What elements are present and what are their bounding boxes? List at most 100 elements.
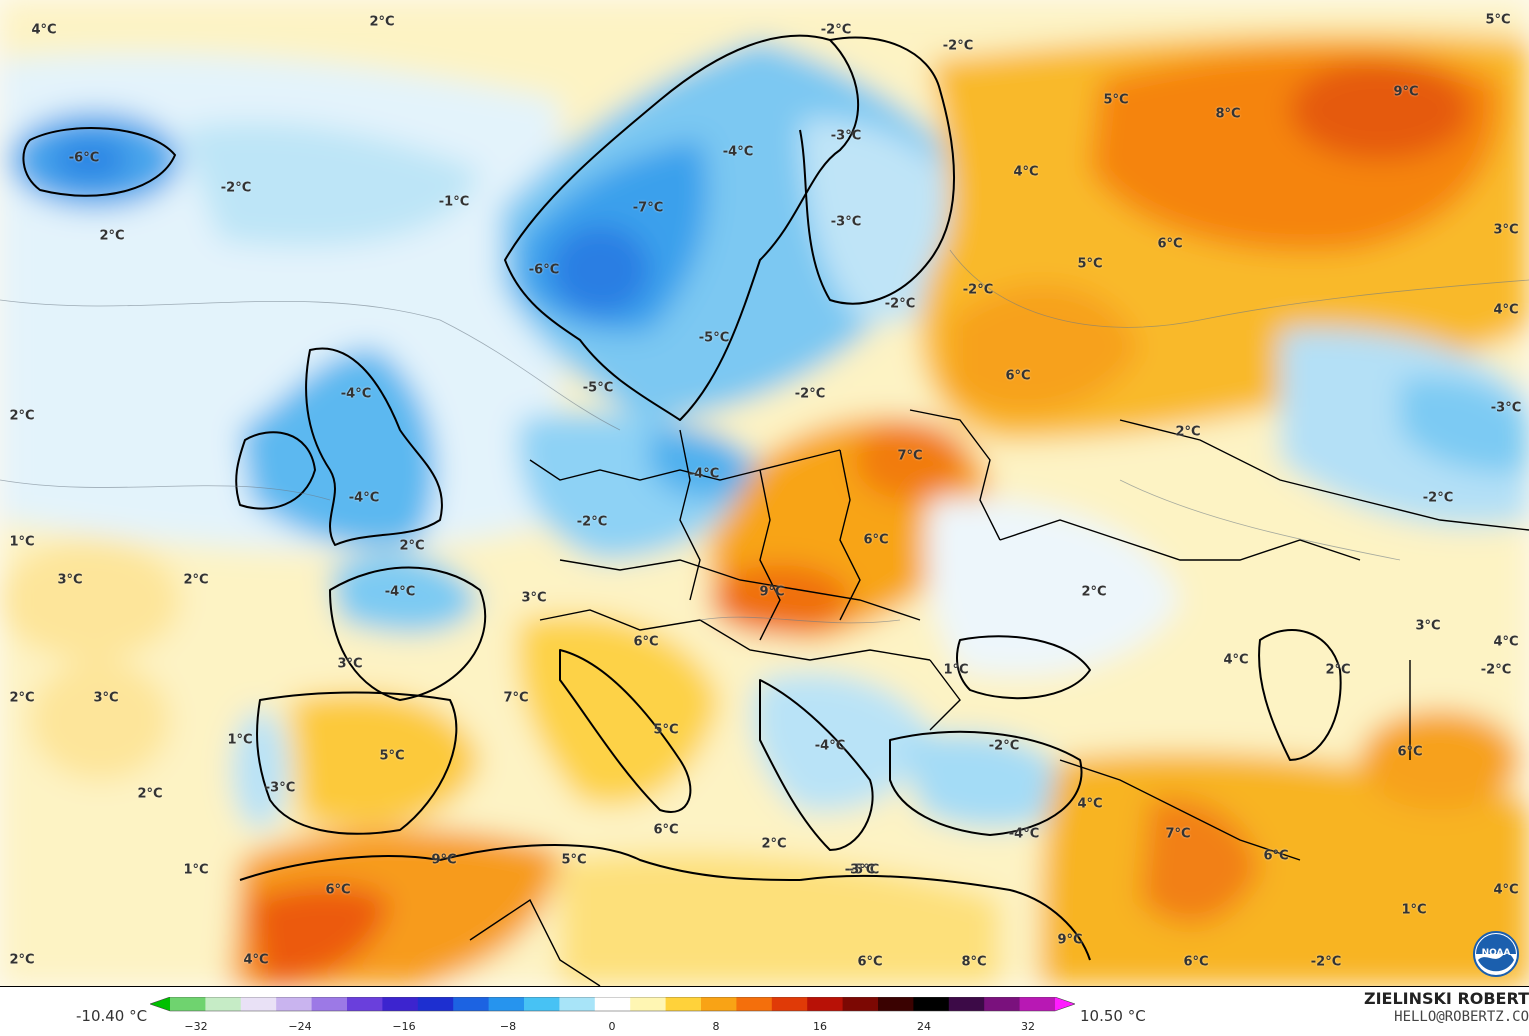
temperature-label: 6°C <box>325 882 351 898</box>
country-borders <box>469 409 1529 986</box>
colorbar-cell <box>1019 997 1056 1011</box>
temperature-label: 2°C <box>183 572 209 588</box>
colorbar-cell <box>665 997 702 1011</box>
colorbar-cell <box>594 997 631 1011</box>
temperature-label: -1°C <box>438 194 470 210</box>
temperature-label: -2°C <box>576 514 608 530</box>
temperature-label: 3°C <box>1493 222 1519 238</box>
temperature-label: 2°C <box>9 952 35 968</box>
colorbar-cell <box>240 997 277 1011</box>
temperature-label: 4°C <box>243 952 269 968</box>
temperature-label: -3°C <box>830 214 862 230</box>
temperature-label: -2°C <box>820 22 852 38</box>
temperature-label: 7°C <box>503 690 529 706</box>
temperature-label: 5°C <box>379 748 405 764</box>
colorbar-cell <box>488 997 525 1011</box>
temperature-label: 6°C <box>1005 368 1031 384</box>
temperature-label: 4°C <box>1493 882 1519 898</box>
colorbar-tick: −24 <box>288 1020 312 1033</box>
temperature-label: 2°C <box>1175 424 1201 440</box>
temperature-label: -2°C <box>220 180 252 196</box>
temperature-label: 6°C <box>633 634 659 650</box>
author-email: HELLO@ROBERTZ.CO <box>1394 1009 1529 1025</box>
map-canvas <box>0 0 1529 986</box>
colorbar-cell <box>524 997 560 1011</box>
temperature-label: -2°C <box>884 296 916 312</box>
temperature-label: 5°C <box>1103 92 1129 108</box>
colorbar-cell <box>311 997 348 1011</box>
colorbar-cell <box>701 997 737 1011</box>
temperature-label: -2°C <box>1422 490 1454 506</box>
colorbar-cell <box>878 997 914 1011</box>
temperature-label: 2°C <box>9 690 35 706</box>
temperature-label: 2°C <box>9 408 35 424</box>
colorbar-tick: 24 <box>917 1020 931 1033</box>
temperature-label: 1°C <box>227 732 253 748</box>
temperature-label: -4°C <box>384 584 416 600</box>
temperature-label: 2°C <box>1081 584 1107 600</box>
temperature-label: 6°C <box>1183 954 1209 970</box>
temperature-label: 4°C <box>1013 164 1039 180</box>
temperature-label: 5°C <box>561 852 587 868</box>
temperature-label: -5°C <box>848 862 880 878</box>
temperature-label: 2°C <box>1325 662 1351 678</box>
temperature-label: -2°C <box>988 738 1020 754</box>
temperature-label: 3°C <box>57 572 83 588</box>
colorbar-cell <box>984 997 1021 1011</box>
temperature-label: 6°C <box>1157 236 1183 252</box>
temperature-label: 4°C <box>1493 302 1519 318</box>
temperature-label: 1°C <box>9 534 35 550</box>
colorbar-tick: −32 <box>184 1020 208 1033</box>
temperature-label: 1°C <box>943 662 969 678</box>
isotherms <box>0 249 1529 624</box>
temperature-label: 1°C <box>1401 902 1427 918</box>
temperature-label: -4°C <box>340 386 372 402</box>
colorbar-cell <box>453 997 490 1011</box>
noaa-logo-text: NOAA <box>1482 948 1511 958</box>
temperature-label: -6°C <box>68 150 100 166</box>
temperature-label: -2°C <box>962 282 994 298</box>
temperature-label: -3°C <box>1490 400 1522 416</box>
temperature-label: 5°C <box>1077 256 1103 272</box>
temperature-label: 3°C <box>93 690 119 706</box>
colorbar-cell <box>807 997 844 1011</box>
colorbar-cell <box>913 997 950 1011</box>
colorbar-tick: 0 <box>608 1020 616 1033</box>
temperature-label: -4°C <box>722 144 754 160</box>
noaa-logo-icon: NOAA <box>1472 930 1520 982</box>
colorbar-cell <box>417 997 454 1011</box>
temperature-label: -4°C <box>814 738 846 754</box>
anomaly-field <box>0 0 1529 986</box>
temperature-label: 3°C <box>337 656 363 672</box>
temperature-label: 2°C <box>137 786 163 802</box>
temperature-label: 5°C <box>653 722 679 738</box>
temperature-label: 1°C <box>183 862 209 878</box>
author-credit: ZIELINSKI ROBERT <box>1363 989 1529 1008</box>
colorbar-cell <box>347 997 383 1011</box>
temperature-label: 9°C <box>759 584 785 600</box>
temperature-label: 9°C <box>1393 84 1419 100</box>
colorbar-tick: 32 <box>1021 1020 1035 1033</box>
temperature-label: 4°C <box>1493 634 1519 650</box>
temperature-label: -5°C <box>698 330 730 346</box>
colorbar-cell <box>170 997 206 1011</box>
temperature-label: -4°C <box>348 490 380 506</box>
temperature-anomaly-map: 4°C 2°C -2°C -2°C -6°C -4°C -3°C 5°C 8°C… <box>0 0 1529 986</box>
temperature-label: 6°C <box>1397 744 1423 760</box>
temperature-label: -2°C <box>1480 662 1512 678</box>
colorbar <box>150 997 1075 1012</box>
colorbar-cell <box>630 997 667 1011</box>
max-value-label: 10.50 °C <box>1080 1007 1146 1025</box>
min-value-label: -10.40 °C <box>76 1007 148 1025</box>
temperature-label: -2°C <box>1310 954 1342 970</box>
temperature-label: -7°C <box>632 200 664 216</box>
colorbar-cell <box>771 997 808 1011</box>
colorbar-tick: 16 <box>813 1020 827 1033</box>
coastlines <box>22 34 1342 961</box>
colorbar-min-arrow <box>150 997 170 1011</box>
temperature-label: 2°C <box>369 14 395 30</box>
temperature-label: -4°C <box>1008 826 1040 842</box>
temperature-label: 8°C <box>1215 106 1241 122</box>
colorbar-tick: 8 <box>712 1020 720 1033</box>
temperature-label: 2°C <box>399 538 425 554</box>
